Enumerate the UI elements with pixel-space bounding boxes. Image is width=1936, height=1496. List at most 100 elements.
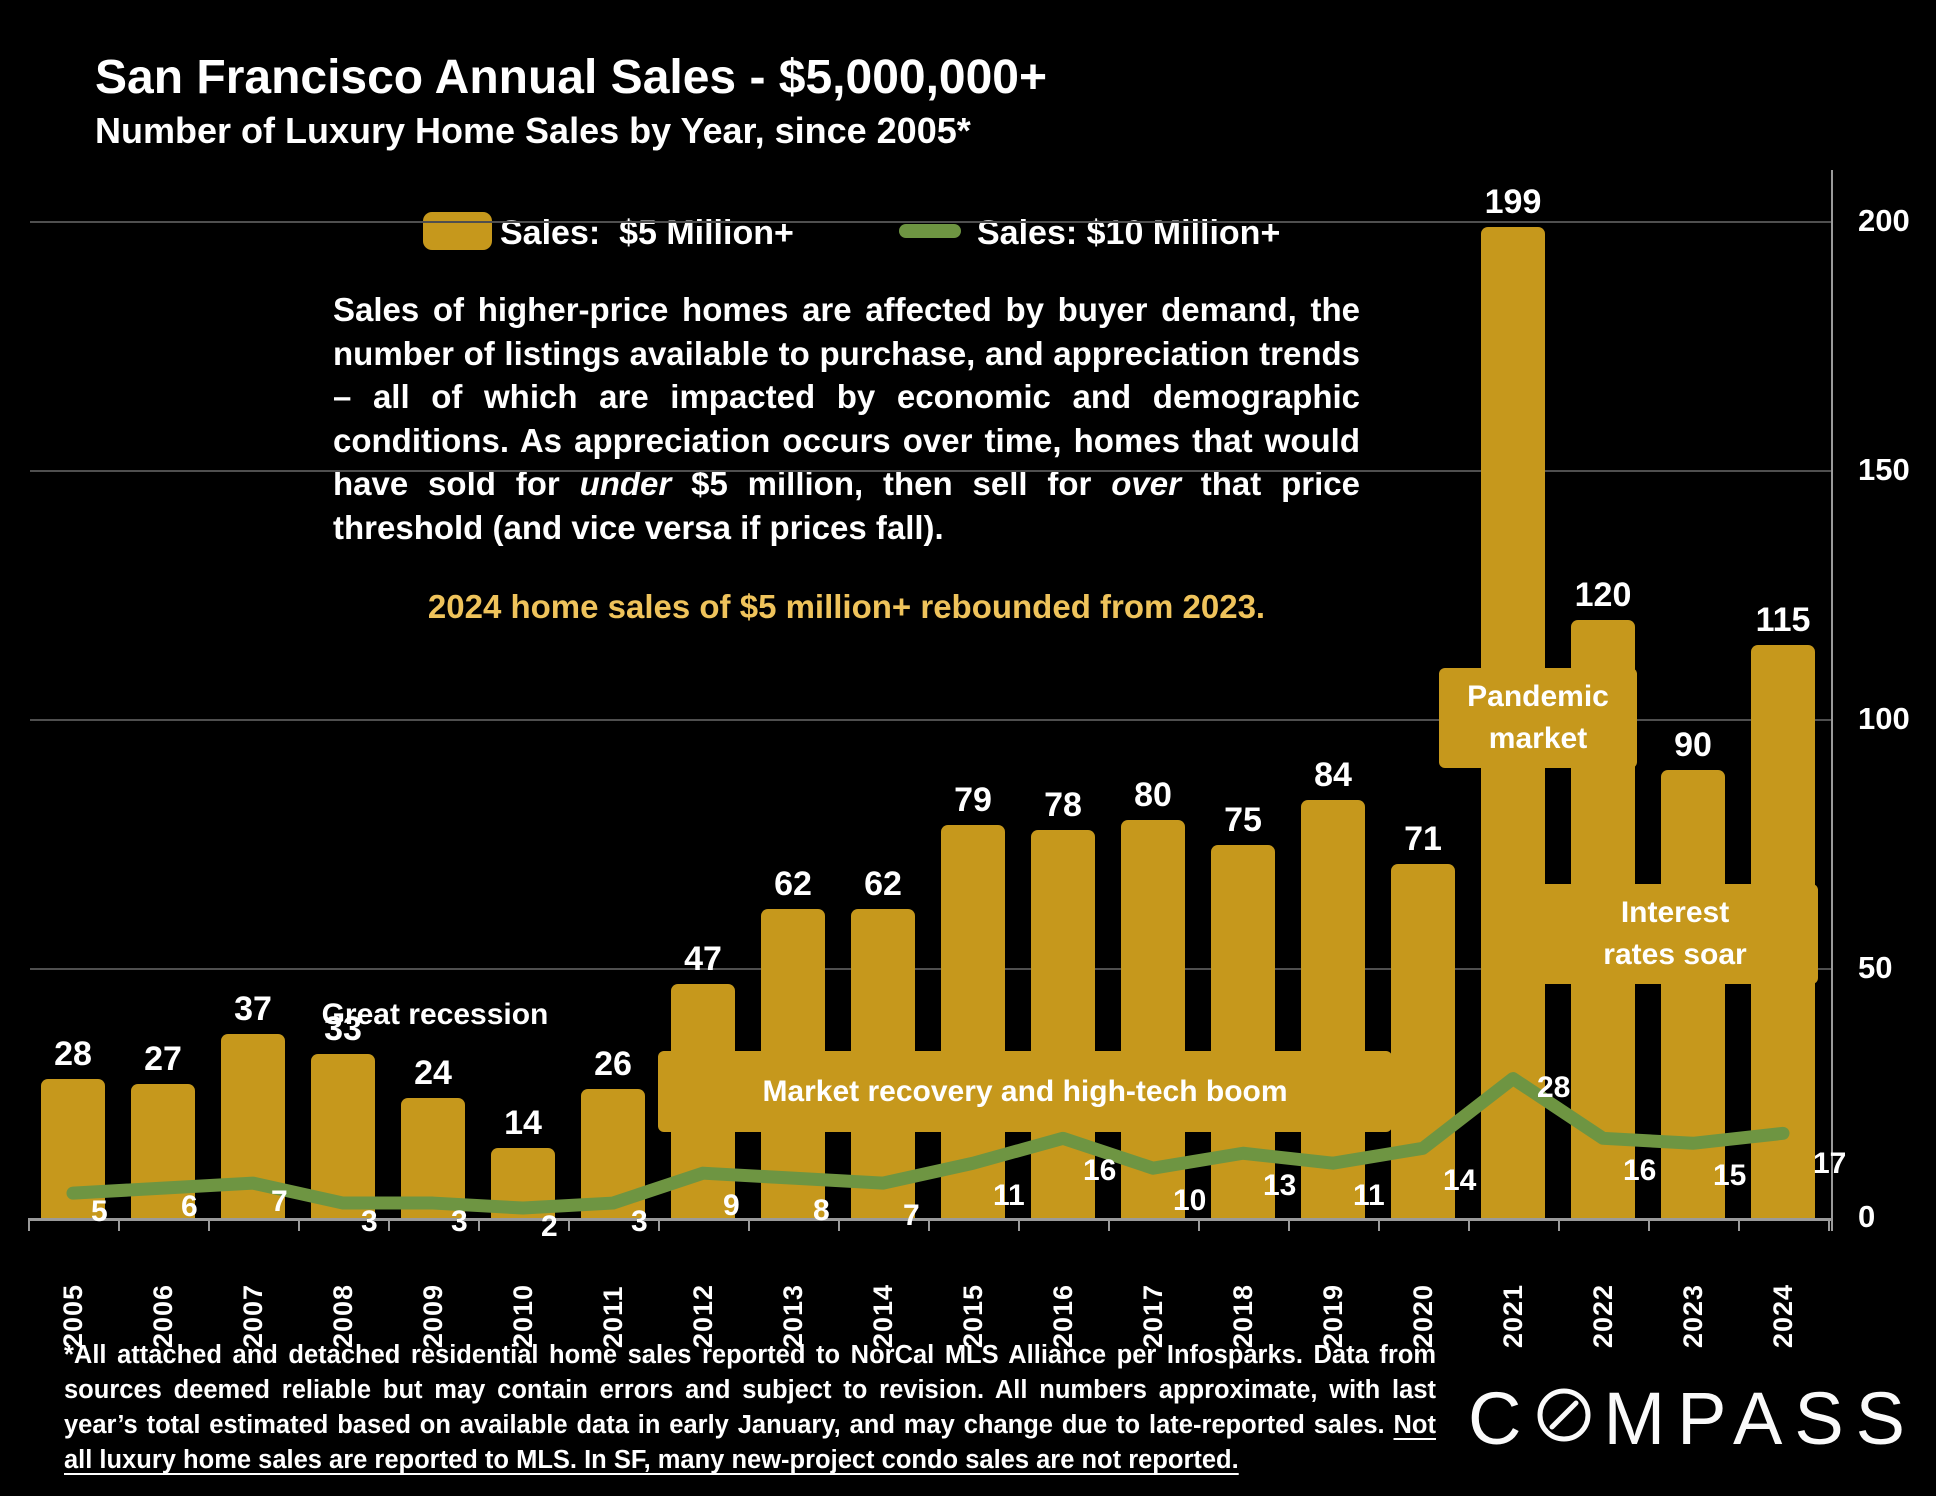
bar-value-label: 24 bbox=[414, 1054, 452, 1093]
x-axis-tick bbox=[1018, 1218, 1020, 1231]
line-value-label: 17 bbox=[1813, 1147, 1847, 1181]
bar-value-label: 14 bbox=[504, 1104, 542, 1143]
x-axis-tick bbox=[568, 1218, 570, 1231]
x-axis-tick bbox=[838, 1218, 840, 1231]
x-axis-year-label: 2021 bbox=[1498, 1283, 1528, 1348]
bar-value-label: 28 bbox=[54, 1034, 92, 1073]
line-value-label: 5 bbox=[91, 1195, 108, 1229]
x-axis-line bbox=[28, 1218, 1833, 1221]
bar bbox=[581, 1088, 645, 1218]
line-value-label: 13 bbox=[1263, 1169, 1297, 1203]
line-value-label: 8 bbox=[813, 1194, 830, 1228]
x-axis-tick bbox=[1828, 1218, 1830, 1231]
line-value-label: 15 bbox=[1713, 1159, 1747, 1193]
highlight-callout: 2024 home sales of $5 million+ rebounded… bbox=[427, 588, 1266, 625]
annotation-text-interest-rates: rates soar bbox=[1603, 938, 1747, 971]
x-axis-tick bbox=[118, 1218, 120, 1231]
bar-value-label: 120 bbox=[1574, 576, 1632, 615]
line-value-label: 28 bbox=[1537, 1070, 1571, 1104]
line-value-label: 2 bbox=[541, 1210, 558, 1244]
chart-subtitle: Number of Luxury Home Sales by Year, sin… bbox=[95, 110, 971, 151]
x-axis-year-label: 2005 bbox=[58, 1283, 88, 1348]
line-value-label: 6 bbox=[181, 1190, 198, 1224]
footnote: *All attached and detached residential h… bbox=[64, 1338, 1436, 1478]
bar-value-label: 71 bbox=[1404, 820, 1442, 859]
bar bbox=[941, 824, 1005, 1218]
x-axis-year-label: 2011 bbox=[598, 1285, 628, 1348]
x-axis-tick bbox=[28, 1218, 30, 1231]
logo-letters-mpass: MPASS bbox=[1603, 1377, 1918, 1460]
line-value-label: 16 bbox=[1083, 1154, 1117, 1188]
bar bbox=[311, 1053, 375, 1218]
x-axis-tick bbox=[1648, 1218, 1650, 1231]
compass-logo: C MPASS bbox=[1468, 1376, 1917, 1461]
bar-value-label: 84 bbox=[1314, 755, 1352, 794]
compass-o-icon bbox=[1535, 1376, 1593, 1461]
x-axis-tick bbox=[1558, 1218, 1560, 1231]
bar bbox=[491, 1148, 555, 1218]
chart-title: San Francisco Annual Sales - $5,000,000+ bbox=[95, 51, 1048, 104]
y-axis-label: 200 bbox=[1858, 203, 1910, 238]
x-axis-tick bbox=[748, 1218, 750, 1231]
y-axis-label: 150 bbox=[1858, 452, 1910, 487]
bar-value-label: 199 bbox=[1484, 182, 1542, 221]
line-value-label: 3 bbox=[361, 1205, 378, 1239]
legend-line-swatch bbox=[899, 224, 961, 238]
line-value-label: 16 bbox=[1623, 1154, 1657, 1188]
legend-bar-swatch bbox=[423, 212, 492, 250]
bar-value-label: 115 bbox=[1755, 601, 1811, 640]
x-axis-tick bbox=[478, 1218, 480, 1231]
x-axis-year-label: 2019 bbox=[1318, 1283, 1348, 1348]
line-value-label: 7 bbox=[903, 1199, 920, 1233]
bar-value-label: 62 bbox=[774, 865, 812, 904]
bar-value-label: 75 bbox=[1224, 800, 1262, 839]
line-value-label: 9 bbox=[723, 1189, 740, 1223]
bar-value-label: 33 bbox=[324, 1009, 362, 1048]
x-axis-tick bbox=[1198, 1218, 1200, 1231]
gridline bbox=[30, 968, 1831, 970]
x-axis-year-label: 2015 bbox=[958, 1283, 988, 1348]
x-axis-tick bbox=[298, 1218, 300, 1231]
x-axis-year-label: 2006 bbox=[148, 1283, 178, 1348]
x-axis-year-label: 2014 bbox=[868, 1283, 898, 1348]
bar-value-label: 47 bbox=[684, 939, 722, 978]
footnote-run: *All attached and detached residential h… bbox=[64, 1341, 1436, 1439]
bar bbox=[1661, 769, 1725, 1218]
line-value-label: 10 bbox=[1173, 1184, 1207, 1218]
bar bbox=[401, 1098, 465, 1218]
x-axis-tick bbox=[1738, 1218, 1740, 1231]
annotation-box-interest-rates bbox=[1532, 884, 1818, 984]
x-axis-tick bbox=[388, 1218, 390, 1231]
x-axis-tick bbox=[1468, 1218, 1470, 1231]
bar-value-label: 27 bbox=[144, 1039, 182, 1078]
line-value-label: 3 bbox=[451, 1205, 468, 1239]
bar-value-label: 78 bbox=[1044, 785, 1082, 824]
x-axis-tick bbox=[208, 1218, 210, 1231]
line-value-label: 7 bbox=[271, 1185, 288, 1219]
y-axis-label: 0 bbox=[1858, 1199, 1876, 1234]
gridline bbox=[30, 221, 1831, 223]
x-axis-year-label: 2013 bbox=[778, 1283, 808, 1348]
legend-bar-label: Sales: $5 Million+ bbox=[500, 214, 794, 252]
bar-value-label: 37 bbox=[234, 989, 272, 1028]
annotation-box-pandemic-market bbox=[1439, 668, 1637, 768]
x-axis-tick bbox=[928, 1218, 930, 1231]
line-value-label: 11 bbox=[993, 1179, 1025, 1213]
x-axis-year-label: 2022 bbox=[1588, 1283, 1618, 1348]
x-axis-tick bbox=[1378, 1218, 1380, 1231]
bar bbox=[1211, 844, 1275, 1218]
paragraph-run: that price threshold (and vice versa if … bbox=[333, 465, 1360, 546]
x-axis-year-label: 2012 bbox=[688, 1283, 718, 1348]
annotation-text-market-recovery: Market recovery and high-tech boom bbox=[762, 1074, 1288, 1108]
y-axis-label: 50 bbox=[1858, 950, 1893, 985]
bar-value-label: 62 bbox=[864, 865, 902, 904]
x-axis-year-label: 2018 bbox=[1228, 1283, 1258, 1348]
x-axis-year-label: 2023 bbox=[1678, 1283, 1708, 1348]
bar-value-label: 80 bbox=[1134, 775, 1172, 814]
logo-letter-c: C bbox=[1468, 1377, 1534, 1460]
bar-value-label: 90 bbox=[1674, 725, 1712, 764]
line-value-label: 14 bbox=[1443, 1164, 1477, 1198]
x-axis-year-label: 2024 bbox=[1768, 1283, 1798, 1348]
x-axis-year-label: 2010 bbox=[508, 1283, 538, 1348]
